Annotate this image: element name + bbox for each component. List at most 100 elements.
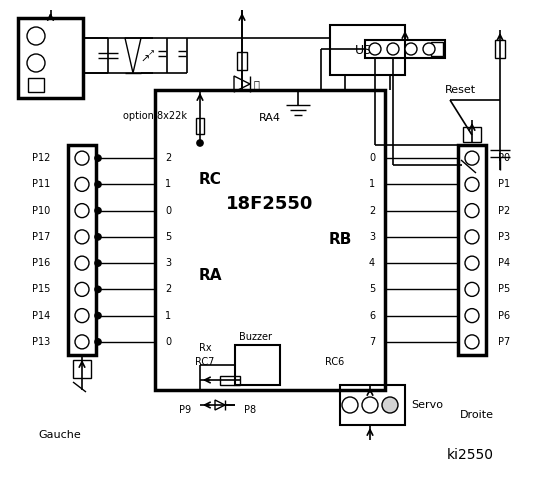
- Circle shape: [95, 339, 101, 345]
- Text: P6: P6: [498, 311, 510, 321]
- Circle shape: [95, 312, 101, 319]
- Circle shape: [95, 287, 101, 292]
- Text: RC7: RC7: [195, 357, 215, 367]
- Text: P11: P11: [32, 180, 50, 190]
- Text: P1: P1: [498, 180, 510, 190]
- Text: 5: 5: [369, 284, 375, 294]
- Text: 0: 0: [165, 337, 171, 347]
- Bar: [28, 78, 44, 92]
- Text: P5: P5: [498, 284, 510, 294]
- Bar: [220, 375, 240, 384]
- Circle shape: [465, 151, 479, 165]
- Text: 1: 1: [369, 180, 375, 190]
- Text: RB: RB: [328, 232, 352, 248]
- Circle shape: [465, 335, 479, 349]
- Circle shape: [423, 43, 435, 55]
- Circle shape: [369, 43, 381, 55]
- Circle shape: [95, 155, 101, 161]
- Text: P4: P4: [498, 258, 510, 268]
- Bar: [18, 18, 83, 98]
- Text: 0: 0: [369, 153, 375, 163]
- Bar: [155, 90, 385, 390]
- Circle shape: [197, 140, 203, 146]
- Bar: [68, 145, 96, 355]
- Circle shape: [465, 204, 479, 217]
- Circle shape: [465, 309, 479, 323]
- Bar: [463, 127, 481, 142]
- Text: Gauche: Gauche: [39, 430, 81, 440]
- Circle shape: [95, 234, 101, 240]
- Circle shape: [75, 204, 89, 217]
- Circle shape: [465, 230, 479, 244]
- Text: P7: P7: [498, 337, 510, 347]
- Text: Droite: Droite: [460, 410, 494, 420]
- Text: 3: 3: [369, 232, 375, 242]
- Circle shape: [465, 178, 479, 192]
- Text: P15: P15: [32, 284, 50, 294]
- Circle shape: [362, 397, 378, 413]
- Circle shape: [95, 208, 101, 214]
- Text: Reset: Reset: [445, 85, 476, 95]
- Text: ki2550: ki2550: [446, 448, 493, 462]
- Text: 6: 6: [369, 311, 375, 321]
- Bar: [330, 25, 405, 75]
- Text: option 8x22k: option 8x22k: [123, 111, 187, 121]
- Text: P14: P14: [32, 311, 50, 321]
- Text: RA: RA: [198, 268, 222, 284]
- Text: RC: RC: [199, 172, 221, 188]
- Bar: [458, 145, 486, 355]
- Circle shape: [75, 335, 89, 349]
- Text: 2: 2: [165, 284, 171, 294]
- Circle shape: [465, 282, 479, 296]
- Bar: [235, 345, 280, 385]
- Text: 1: 1: [165, 311, 171, 321]
- Text: USB: USB: [354, 44, 380, 57]
- Bar: [431, 42, 443, 56]
- Text: ↆ: ↆ: [253, 79, 259, 89]
- Text: P13: P13: [32, 337, 50, 347]
- Text: 2: 2: [369, 205, 375, 216]
- Text: Buzzer: Buzzer: [238, 332, 272, 342]
- Text: P3: P3: [498, 232, 510, 242]
- Circle shape: [75, 309, 89, 323]
- Text: P17: P17: [32, 232, 50, 242]
- Bar: [196, 118, 204, 134]
- Text: 7: 7: [369, 337, 375, 347]
- Text: 1: 1: [165, 180, 171, 190]
- Circle shape: [382, 397, 398, 413]
- Text: ↗: ↗: [140, 55, 150, 65]
- Text: Rx: Rx: [199, 343, 211, 353]
- Bar: [365, 40, 445, 58]
- Circle shape: [75, 256, 89, 270]
- Bar: [237, 52, 247, 70]
- Circle shape: [75, 151, 89, 165]
- Text: P10: P10: [32, 205, 50, 216]
- Text: 18F2550: 18F2550: [226, 195, 314, 213]
- Bar: [495, 40, 505, 58]
- Text: Servo: Servo: [411, 400, 443, 410]
- Text: RC6: RC6: [325, 357, 345, 367]
- Text: 4: 4: [369, 258, 375, 268]
- Bar: [340, 385, 405, 425]
- Text: ↗: ↗: [148, 48, 154, 58]
- Circle shape: [405, 43, 417, 55]
- Circle shape: [27, 27, 45, 45]
- Text: 2: 2: [165, 153, 171, 163]
- Text: P16: P16: [32, 258, 50, 268]
- Circle shape: [95, 260, 101, 266]
- Bar: [73, 360, 91, 378]
- Circle shape: [75, 282, 89, 296]
- Circle shape: [75, 230, 89, 244]
- Text: 0: 0: [165, 205, 171, 216]
- Circle shape: [75, 178, 89, 192]
- Text: 3: 3: [165, 258, 171, 268]
- Text: RA4: RA4: [259, 113, 281, 123]
- Text: P0: P0: [498, 153, 510, 163]
- Text: P9: P9: [179, 405, 191, 415]
- Circle shape: [387, 43, 399, 55]
- Circle shape: [27, 54, 45, 72]
- Circle shape: [95, 181, 101, 187]
- Text: P2: P2: [498, 205, 510, 216]
- Text: P8: P8: [244, 405, 256, 415]
- Text: 5: 5: [165, 232, 171, 242]
